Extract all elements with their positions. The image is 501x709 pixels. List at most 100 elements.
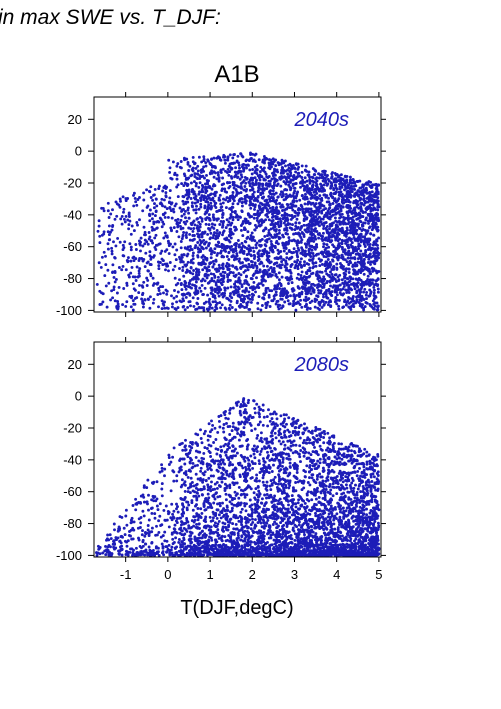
data-point [363,228,367,232]
data-point [317,257,321,261]
data-point [353,231,357,235]
data-point [273,224,277,227]
data-point [122,207,126,211]
data-point [367,198,371,202]
data-point [162,222,166,226]
data-point [335,302,339,306]
data-point [359,240,363,244]
data-point [237,496,241,500]
data-point [251,152,255,156]
data-point [317,188,321,191]
data-point [121,264,125,268]
data-point [298,198,302,202]
data-point [212,175,216,179]
data-point [328,279,332,283]
data-point [361,185,365,189]
data-point [367,221,370,225]
data-point [292,186,296,190]
data-point [165,234,169,238]
data-point [221,501,224,505]
data-point [363,245,367,248]
data-point [375,270,379,274]
data-point [112,285,116,289]
data-point [151,255,155,259]
data-point [242,166,246,170]
data-point [351,302,355,306]
data-point [280,161,284,165]
data-point [362,203,366,207]
data-point [260,221,264,225]
data-point [124,214,128,218]
data-point [221,270,225,274]
data-point [196,302,200,306]
data-point [328,227,331,231]
data-point [136,198,140,201]
data-point [257,158,261,162]
data-point [376,250,380,254]
scatter-points [95,151,381,312]
data-point [174,308,178,311]
data-point [193,197,197,201]
data-point [368,269,372,273]
data-point [350,449,353,453]
data-point [322,303,326,306]
data-point [179,246,183,250]
data-point [351,263,355,267]
data-point [292,294,296,298]
data-point [275,417,279,421]
data-point [259,243,263,247]
data-point [352,246,356,250]
data-point [231,202,235,206]
data-point [246,230,250,234]
data-point [113,280,117,284]
data-point [228,230,232,234]
data-point [372,291,376,295]
data-point [288,268,292,272]
data-point [338,182,342,186]
data-point [257,252,260,256]
data-point [351,178,355,181]
data-point [196,246,200,250]
data-point [254,180,258,184]
data-point [319,300,323,304]
data-point [242,294,246,298]
data-point [129,259,133,263]
data-point [353,212,357,215]
data-point [184,287,188,291]
data-point [257,254,261,258]
data-point [309,188,313,192]
data-point [362,242,366,246]
data-point [253,197,257,201]
data-point [335,204,338,208]
data-point [261,158,265,162]
data-point [267,258,271,262]
data-point [192,180,196,184]
data-point [282,180,286,184]
data-point [324,260,328,264]
data-point [159,285,163,289]
data-point [176,217,180,221]
data-point [228,162,232,166]
data-point [263,199,267,203]
data-point [270,243,274,247]
data-point [228,184,232,188]
data-point [157,264,161,268]
data-point [354,214,357,218]
data-point [321,252,325,256]
data-point [114,200,118,204]
data-point [178,267,181,270]
data-point [283,175,286,179]
data-point [202,169,206,173]
data-point [110,246,114,250]
data-point [372,233,376,237]
data-point [338,262,342,265]
data-point [218,156,222,160]
data-point [345,178,349,182]
data-point [340,192,344,196]
data-point [336,258,340,262]
data-point [262,264,266,268]
data-point [252,190,256,194]
data-point [341,229,345,232]
data-point [276,299,280,303]
data-point [200,233,204,237]
